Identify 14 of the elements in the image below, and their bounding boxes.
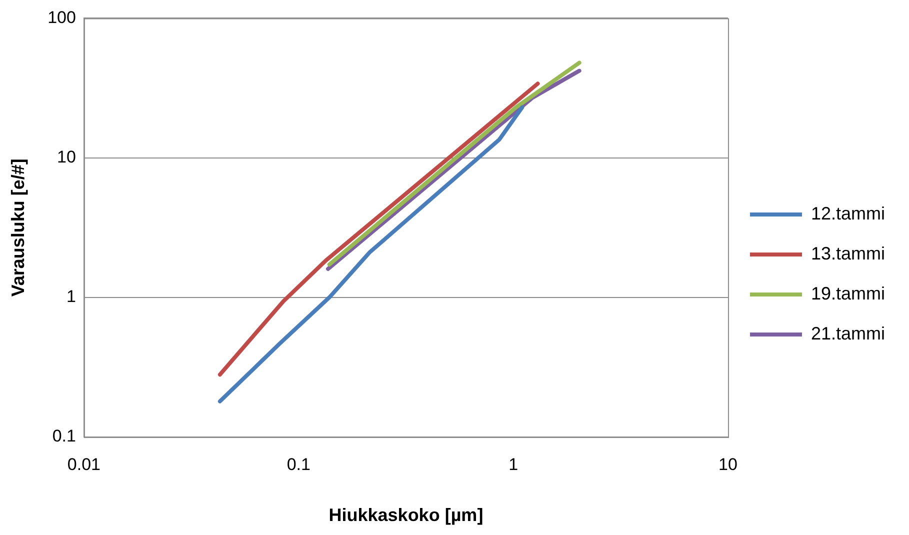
legend-label: 21.tammi — [810, 323, 886, 344]
y-tick-label: 100 — [48, 8, 76, 27]
x-axis-title: Hiukkaskoko [µm] — [328, 505, 484, 526]
x-tick-label: 0.01 — [67, 454, 101, 474]
x-tick-label: 1 — [508, 454, 518, 474]
y-axis-title: Varausluku [e/#] — [8, 158, 28, 297]
x-tick-label: 0.1 — [286, 454, 310, 474]
y-tick-label: 10 — [57, 147, 76, 166]
y-tick-label: 0.1 — [52, 426, 76, 446]
y-tick-label: 1 — [66, 287, 76, 306]
legend-label: 13.tammi — [810, 243, 886, 264]
legend-label: 12.tammi — [810, 203, 886, 224]
legend-label: 19.tammi — [810, 283, 886, 304]
x-tick-label: 10 — [718, 454, 738, 474]
